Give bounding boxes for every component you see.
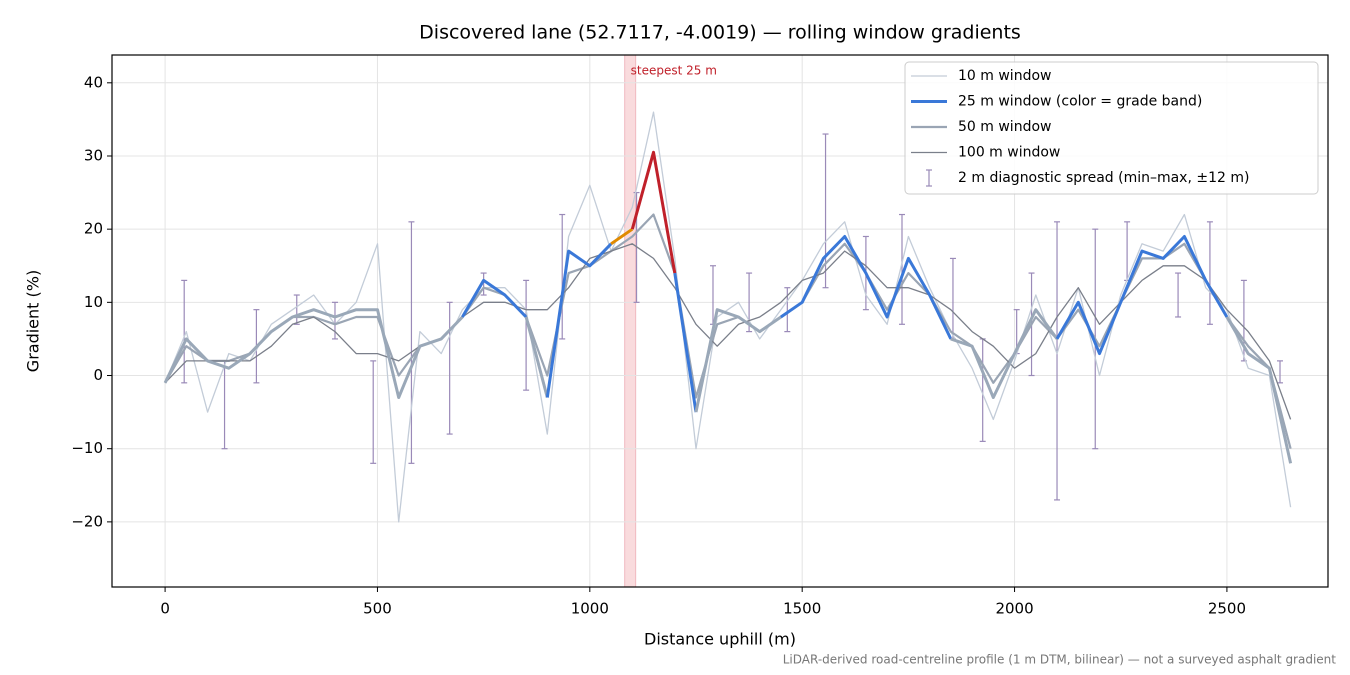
line bbox=[163, 308, 464, 399]
error-bar bbox=[523, 279, 530, 391]
line bbox=[610, 227, 634, 246]
line bbox=[630, 150, 677, 274]
legend-label: 2 m diagnostic spread (min–max, ±12 m) bbox=[958, 170, 1249, 186]
footnote: LiDAR-derived road-centreline profile (1… bbox=[783, 653, 1337, 667]
chart-title: Discovered lane (52.7117, -4.0019) — rol… bbox=[419, 22, 1021, 44]
y-tick-label: 10 bbox=[84, 293, 103, 311]
legend-label: 100 m window bbox=[958, 145, 1060, 161]
y-tick-label: 0 bbox=[93, 366, 103, 384]
y-tick-label: −20 bbox=[71, 512, 103, 530]
x-tick-label: 2000 bbox=[995, 600, 1033, 618]
error-bar bbox=[293, 294, 300, 325]
line bbox=[673, 272, 698, 413]
legend-swatch bbox=[926, 169, 932, 187]
error-bar bbox=[480, 272, 487, 296]
error-bar bbox=[1175, 272, 1182, 318]
legend-label: 50 m window bbox=[958, 119, 1051, 135]
x-tick-label: 1500 bbox=[783, 600, 821, 618]
y-tick-label: −10 bbox=[71, 439, 103, 457]
line bbox=[950, 308, 1059, 399]
y-tick-label: 20 bbox=[84, 220, 103, 238]
error-bar bbox=[1206, 221, 1213, 325]
line bbox=[524, 316, 549, 398]
legend-label: 25 m window (color = grade band) bbox=[958, 94, 1202, 110]
x-tick-label: 1000 bbox=[571, 600, 609, 618]
error-bar bbox=[446, 301, 453, 435]
line bbox=[164, 111, 1292, 523]
error-bar bbox=[559, 213, 566, 340]
error-bar bbox=[221, 360, 228, 450]
highlight-label: steepest 25 m bbox=[631, 64, 717, 78]
error-bar bbox=[1277, 360, 1284, 384]
y-axis-label: Gradient (%) bbox=[24, 270, 43, 372]
error-bar bbox=[331, 301, 338, 340]
x-axis-label: Distance uphill (m) bbox=[644, 630, 796, 649]
plot-frame bbox=[111, 54, 1329, 588]
x-tick-label: 0 bbox=[160, 600, 170, 618]
x-tick-label: 2500 bbox=[1208, 600, 1246, 618]
line bbox=[164, 243, 1292, 420]
line bbox=[1225, 316, 1293, 464]
line bbox=[545, 242, 613, 398]
error-bar bbox=[1124, 221, 1131, 281]
error-bar bbox=[898, 213, 905, 325]
line bbox=[1055, 235, 1229, 356]
error-bar bbox=[1054, 221, 1061, 501]
y-tick-label: 30 bbox=[84, 146, 103, 164]
x-tick-label: 500 bbox=[363, 600, 392, 618]
line bbox=[694, 308, 782, 413]
error-bar bbox=[181, 279, 188, 384]
highlight-span bbox=[624, 54, 637, 588]
error-bar bbox=[408, 221, 415, 464]
error-bar bbox=[949, 257, 956, 340]
error-bar bbox=[370, 360, 377, 464]
y-tick-label: 40 bbox=[84, 73, 103, 91]
legend-label: 10 m window bbox=[958, 68, 1051, 84]
line bbox=[780, 235, 953, 340]
legend-box bbox=[904, 61, 1319, 195]
line bbox=[461, 278, 528, 319]
line bbox=[164, 213, 1292, 449]
